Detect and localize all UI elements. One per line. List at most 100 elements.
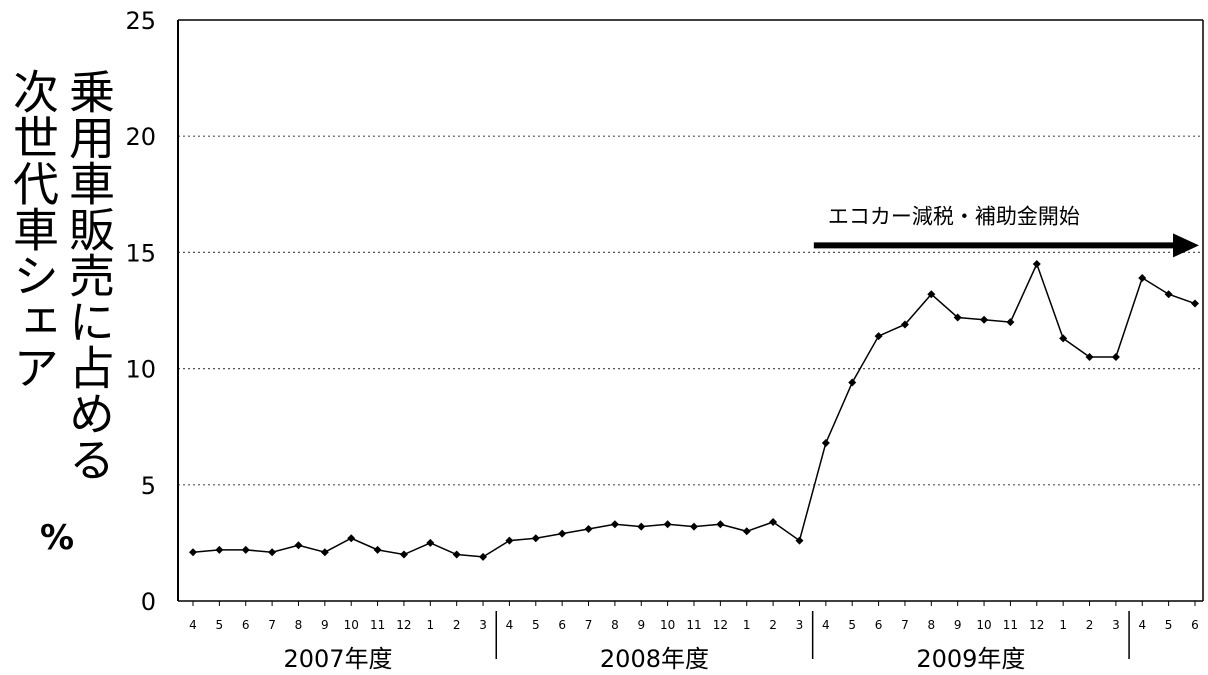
data-point xyxy=(1059,334,1068,343)
data-point xyxy=(452,550,461,559)
data-point xyxy=(927,290,936,299)
year-label-2: 2009年度 xyxy=(916,645,1025,673)
data-point xyxy=(505,536,514,545)
annotation-text: エコカー減税・補助金開始 xyxy=(828,204,1080,228)
data-point xyxy=(294,541,303,550)
y-tick-20: 20 xyxy=(125,123,156,151)
x-tick-label: 12 xyxy=(396,618,411,632)
data-point xyxy=(795,536,804,545)
x-tick-label: 2 xyxy=(769,618,777,632)
x-tick-label: 6 xyxy=(875,618,883,632)
data-point xyxy=(1138,273,1147,282)
y-tick-5: 5 xyxy=(141,472,156,500)
x-tick-label: 9 xyxy=(954,618,962,632)
y-tick-15: 15 xyxy=(125,239,156,267)
data-point xyxy=(347,534,356,543)
y-axis-label-line-1: 次世代車シェア xyxy=(6,68,60,390)
y-axis-label-line-2: 乗用車販売に占める xyxy=(62,68,116,482)
data-point xyxy=(373,545,382,554)
data-point xyxy=(769,517,778,526)
x-tick-label: 3 xyxy=(1112,618,1120,632)
data-point xyxy=(426,538,435,547)
data-point xyxy=(637,522,646,531)
x-tick-label: 11 xyxy=(370,618,385,632)
x-tick-labels: 4 5 6 7 8 9 10 11 12 1 2 3 4 5 6 7 8 9 10 11 12 1 2 3 4 5 6 7 8 9 10 11… xyxy=(189,618,1199,632)
y-tick-25: 25 xyxy=(125,7,156,35)
x-tick-label: 11 xyxy=(1003,618,1018,632)
data-point xyxy=(268,548,277,557)
x-tick-label: 3 xyxy=(479,618,487,632)
x-tick-label: 3 xyxy=(796,618,804,632)
x-tick-label: 10 xyxy=(344,618,359,632)
x-tick-label: 12 xyxy=(1029,618,1044,632)
data-point xyxy=(189,548,197,557)
x-tick-label: 7 xyxy=(585,618,593,632)
data-point xyxy=(1164,290,1173,299)
grid-lines xyxy=(178,135,1203,486)
y-tick-10: 10 xyxy=(125,356,156,384)
data-point xyxy=(584,524,593,533)
year-label-0: 2007年度 xyxy=(283,645,392,673)
data-point xyxy=(663,520,672,529)
data-point xyxy=(1032,260,1041,269)
data-point xyxy=(716,520,725,529)
data-point xyxy=(1085,352,1094,361)
data-point xyxy=(874,332,883,341)
data-point xyxy=(241,545,250,554)
x-tick-label: 4 xyxy=(822,618,830,632)
annotation: エコカー減税・補助金開始 xyxy=(813,204,1199,258)
y-axis-unit-label: % xyxy=(40,518,75,558)
data-point xyxy=(320,548,329,557)
data-point xyxy=(848,378,857,387)
data-point xyxy=(821,438,830,447)
x-tick-label: 11 xyxy=(686,618,701,632)
data-point xyxy=(1006,318,1015,327)
x-tick-label: 10 xyxy=(660,618,675,632)
x-tick-label: 8 xyxy=(295,618,303,632)
x-tick-label: 1 xyxy=(426,618,434,632)
x-tick-label: 6 xyxy=(242,618,250,632)
x-tick-label: 1 xyxy=(743,618,751,632)
data-point xyxy=(690,522,698,531)
x-tick-label: 5 xyxy=(848,618,856,632)
data-series xyxy=(189,260,1199,561)
data-point xyxy=(479,552,488,561)
x-tick-label: 8 xyxy=(927,618,935,632)
data-point xyxy=(215,545,224,554)
data-point xyxy=(558,529,567,538)
year-label-1: 2008年度 xyxy=(600,645,709,673)
x-tick-label: 5 xyxy=(216,618,224,632)
annotation-arrow-head xyxy=(1173,233,1199,258)
series-line-0 xyxy=(192,262,1196,558)
x-tick-label: 9 xyxy=(321,618,329,632)
x-tick-label: 6 xyxy=(1191,618,1199,632)
x-tick-label: 9 xyxy=(637,618,645,632)
y-tick-labels: 0 5 10 15 20 25 xyxy=(125,7,156,616)
data-point xyxy=(1191,299,1199,308)
data-point xyxy=(399,550,408,559)
x-tick-label: 6 xyxy=(558,618,566,632)
data-point xyxy=(953,313,962,322)
x-tick-label: 12 xyxy=(713,618,728,632)
plot-frame xyxy=(177,19,1204,659)
x-tick-label: 7 xyxy=(901,618,909,632)
x-tick-label: 2 xyxy=(453,618,461,632)
data-point xyxy=(531,534,540,543)
x-tick-label: 8 xyxy=(611,618,619,632)
x-tick-label: 2 xyxy=(1086,618,1094,632)
data-point xyxy=(980,315,989,324)
x-tick-label: 1 xyxy=(1059,618,1067,632)
y-tick-0: 0 xyxy=(141,588,156,616)
year-group-labels: 2007年度 2008年度 2009年度 xyxy=(283,645,1025,673)
data-point xyxy=(610,520,619,529)
x-tick-label: 4 xyxy=(506,618,514,632)
data-point xyxy=(900,320,909,329)
data-point xyxy=(742,527,751,536)
data-point xyxy=(1111,352,1120,361)
x-tick-label: 10 xyxy=(976,618,991,632)
x-tick-label: 4 xyxy=(189,618,197,632)
x-tick-label: 5 xyxy=(1165,618,1173,632)
x-tick-label: 4 xyxy=(1138,618,1146,632)
x-tick-label: 5 xyxy=(532,618,540,632)
